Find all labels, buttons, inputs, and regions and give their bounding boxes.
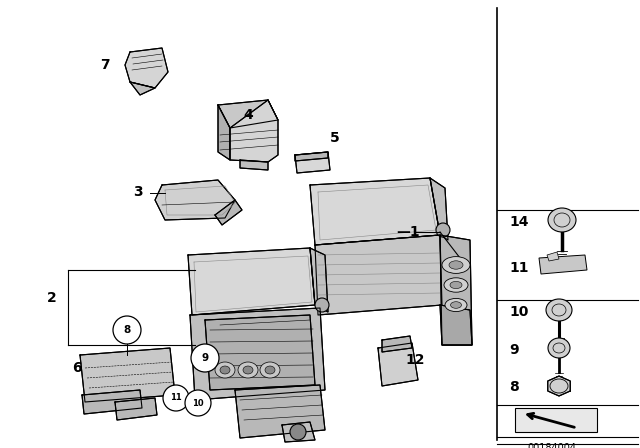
Polygon shape [515,408,597,432]
Polygon shape [125,48,168,88]
Ellipse shape [546,299,572,321]
Ellipse shape [220,366,230,374]
Polygon shape [310,248,328,312]
Polygon shape [155,180,235,220]
Text: 7: 7 [100,58,110,72]
Ellipse shape [290,424,306,440]
Polygon shape [430,178,448,240]
Ellipse shape [548,338,570,358]
Polygon shape [282,422,315,442]
Polygon shape [548,376,570,396]
Polygon shape [130,82,155,95]
Polygon shape [205,315,315,390]
Polygon shape [215,200,242,225]
Ellipse shape [260,362,280,378]
Text: 10: 10 [192,399,204,408]
Text: 10: 10 [509,305,529,319]
Polygon shape [440,305,472,345]
Ellipse shape [315,298,329,312]
Polygon shape [547,252,559,261]
Polygon shape [295,152,328,161]
Polygon shape [315,235,442,315]
Ellipse shape [436,223,450,237]
Text: 11: 11 [170,393,182,402]
Ellipse shape [451,302,461,308]
Polygon shape [230,100,278,162]
Text: —1: —1 [396,225,420,239]
Ellipse shape [445,298,467,312]
Text: 2: 2 [47,291,57,305]
Polygon shape [539,255,587,274]
Polygon shape [310,178,440,245]
Circle shape [191,344,219,372]
Text: 5: 5 [330,131,340,145]
Polygon shape [235,385,325,438]
Polygon shape [115,398,157,420]
Text: 00184004: 00184004 [527,443,577,448]
Ellipse shape [449,261,463,269]
Ellipse shape [243,366,253,374]
Text: 4: 4 [243,108,253,122]
Polygon shape [218,100,278,128]
Polygon shape [218,105,230,160]
Circle shape [113,316,141,344]
Polygon shape [295,152,330,173]
Polygon shape [82,390,142,414]
Text: 6: 6 [72,361,82,375]
Polygon shape [240,160,268,170]
Circle shape [163,385,189,411]
Ellipse shape [548,208,576,232]
Ellipse shape [442,257,470,273]
Polygon shape [190,308,325,400]
Polygon shape [188,248,315,315]
Ellipse shape [450,281,462,289]
Polygon shape [378,343,418,386]
Polygon shape [382,336,412,352]
Text: 8: 8 [124,325,131,335]
Circle shape [185,390,211,416]
Ellipse shape [215,362,235,378]
Text: 9: 9 [202,353,209,363]
Ellipse shape [444,278,468,292]
Text: 3: 3 [133,185,143,199]
Text: 11: 11 [509,261,529,275]
Text: 14: 14 [509,215,529,229]
Ellipse shape [238,362,258,378]
Polygon shape [80,348,175,402]
Text: 8: 8 [509,380,519,394]
Text: 12: 12 [405,353,425,367]
Polygon shape [440,235,472,345]
Ellipse shape [265,366,275,374]
Text: 9: 9 [509,343,518,357]
